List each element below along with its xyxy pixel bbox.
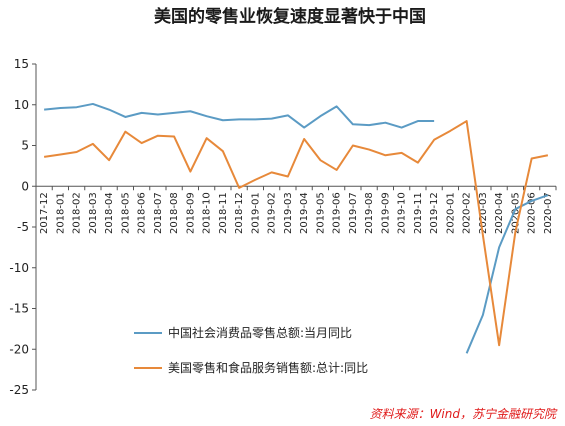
x-tick-label: 2018-11 <box>218 192 229 234</box>
legend-label-2: 美国零售和食品服务销售额:总计:同比 <box>168 360 368 375</box>
x-tick-label: 2019-09 <box>380 192 391 234</box>
x-tick-label: 2019-06 <box>332 192 343 234</box>
y-tick-label: 10 <box>14 98 29 112</box>
y-tick-label: 0 <box>21 179 29 193</box>
x-tick-label: 2020-04 <box>494 192 505 234</box>
x-tick-label: 2019-10 <box>397 192 408 234</box>
legend-label-1: 中国社会消费品零售总额:当月同比 <box>168 325 352 340</box>
series-line-1 <box>44 102 549 354</box>
x-tick-label: 2018-06 <box>137 192 148 234</box>
x-tick-label: 2018-10 <box>202 192 213 234</box>
x-tick-label: 2019-08 <box>364 192 375 234</box>
x-tick-label: 2018-01 <box>55 192 66 234</box>
x-tick-label: 2020-06 <box>527 192 538 234</box>
axes: 15 10 5 0 -5 -10 -15 -20 -25 2017-12 2018-01 2018-0… <box>9 57 557 397</box>
x-tick-label: 2019-03 <box>283 192 294 234</box>
x-tick-label: 2019-11 <box>413 192 424 234</box>
x-tick-label: 2019-07 <box>348 192 359 234</box>
x-tick-label: 2018-12 <box>234 192 245 234</box>
x-tick-label: 2020-03 <box>478 192 489 234</box>
x-tick-label: 2018-07 <box>153 192 164 234</box>
x-tick-label: 2019-02 <box>267 192 278 234</box>
x-tick-label: 2018-02 <box>72 192 83 234</box>
y-tick-label: -15 <box>9 302 29 316</box>
x-tick-label: 2018-08 <box>169 192 180 234</box>
y-tick-label: 15 <box>14 57 29 71</box>
series-line-2 <box>43 120 549 347</box>
y-tick-label: -5 <box>17 220 29 234</box>
y-tick-label: 5 <box>21 139 29 153</box>
x-tick-label: 2019-04 <box>299 192 310 234</box>
source-note: 资料来源：Wind，苏宁金融研究院 <box>370 407 558 421</box>
series-lines <box>43 102 549 354</box>
x-tick-label: 2017-12 <box>39 192 50 234</box>
x-tick-label: 2018-09 <box>185 192 196 234</box>
y-tick-label: -10 <box>9 261 29 275</box>
x-tick-label: 2019-05 <box>315 192 326 234</box>
x-tick-label: 2019-01 <box>250 192 261 234</box>
x-tick-label: 2018-04 <box>104 192 115 234</box>
x-tick-label: 2020-01 <box>445 192 456 234</box>
x-tick-label: 2018-05 <box>120 192 131 234</box>
x-tick-label: 2018-03 <box>88 192 99 234</box>
y-tick-label: -25 <box>9 383 29 397</box>
y-tick-label: -20 <box>9 342 29 356</box>
x-tick-label: 2020-05 <box>510 192 521 234</box>
x-tick-label: 2020-07 <box>543 192 554 234</box>
x-tick-label: 2019-12 <box>429 192 440 234</box>
x-tick-label: 2020-02 <box>462 192 473 234</box>
chart-title: 美国的零售业恢复速度显著快于中国 <box>154 6 426 27</box>
